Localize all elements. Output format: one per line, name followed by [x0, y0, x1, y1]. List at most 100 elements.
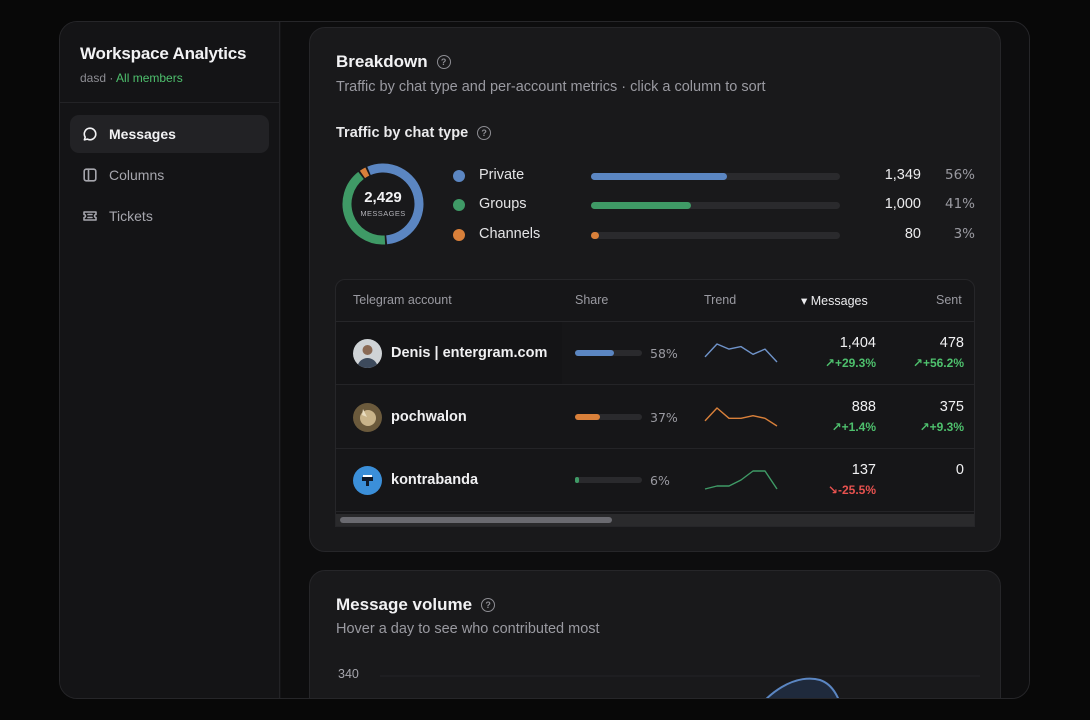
table-row[interactable]: Denis | entergram.com 58% 1,404 ↗+29.3% … [336, 322, 974, 385]
account-cell: Denis | entergram.com [336, 322, 562, 384]
accounts-table: Telegram account Share Trend ▾ Messages … [335, 279, 975, 527]
account-name: Denis | entergram.com [391, 345, 548, 361]
sent-delta-value: +56.2% [922, 356, 964, 370]
messages-delta: ↘-25.5% [786, 483, 876, 497]
brand-block: Workspace Analytics dasd · All members [60, 22, 279, 103]
trend-sparkline [704, 470, 778, 490]
volume-title-text: Message volume [336, 595, 473, 614]
share-bar-track [575, 477, 642, 483]
volume-line [766, 677, 840, 698]
sent-delta: ↗+9.3% [884, 420, 964, 434]
breakdown-title-text: Breakdown [336, 52, 428, 71]
share-bar-fill [575, 413, 600, 420]
column-header-share[interactable]: Share [575, 293, 609, 307]
share-percent: 37% [650, 409, 678, 425]
messages-delta: ↗+1.4% [786, 420, 876, 434]
help-icon[interactable]: ? [481, 598, 496, 612]
main-content[interactable]: Breakdown ? Traffic by chat type and per… [281, 22, 1029, 698]
app-title: Workspace Analytics [80, 44, 247, 63]
sidebar-item-label: Tickets [109, 208, 153, 224]
chat-type-donut [342, 163, 424, 245]
legend-row-groups[interactable]: Groups 1,000 41% [453, 194, 975, 216]
volume-title: Message volume ? [336, 595, 496, 615]
avatar [353, 466, 382, 495]
table-row[interactable]: kontrabanda 6% 137 ↘-25.5% 0 [336, 449, 974, 512]
columns-icon [83, 168, 97, 182]
sparkline-path [704, 343, 778, 363]
messages-delta-value: +1.4% [841, 419, 876, 434]
message-volume-card: Message volume ? Hover a day to see who … [309, 570, 1001, 698]
donut-slice-groups[interactable] [342, 171, 386, 245]
account-name: pochwalon [391, 408, 467, 425]
workspace-name: dasd [80, 71, 107, 85]
sidebar-item-columns[interactable]: Columns [70, 156, 269, 194]
legend-name: Private [479, 167, 525, 183]
legend-bar-track [591, 232, 840, 239]
trend-down-icon: ↘ [827, 483, 838, 497]
table-row[interactable]: pochwalon 37% 888 ↗+1.4% 375 ↗+9.3% [336, 386, 974, 449]
trend-up-icon: ↗ [824, 356, 835, 370]
help-icon[interactable]: ? [436, 55, 451, 69]
share-percent: 6% [650, 473, 670, 488]
help-icon[interactable]: ? [477, 126, 492, 140]
volume-subtitle: Hover a day to see who contributed most [336, 621, 600, 637]
legend-name: Groups [479, 196, 527, 212]
breakdown-title: Breakdown ? [336, 52, 451, 72]
avatar [353, 339, 382, 368]
trend-up-icon: ↗ [919, 419, 930, 434]
legend-count: 1,349 [884, 167, 921, 183]
analytics-window: Workspace Analytics dasd · All members M… [59, 21, 1030, 699]
messages-delta-value: -25.5% [837, 483, 876, 497]
sidebar-item-label: Columns [109, 167, 165, 183]
horizontal-scrollbar[interactable] [336, 514, 974, 526]
legend-dot [453, 170, 465, 182]
legend-bar-track [591, 173, 840, 180]
account-name: kontrabanda [391, 472, 479, 488]
sidebar-item-messages[interactable]: Messages [70, 115, 269, 153]
messages-count: 1,404 [839, 335, 876, 351]
sparkline-path [704, 406, 778, 427]
trend-sparkline [704, 343, 778, 363]
column-header-trend[interactable]: Trend [704, 293, 737, 307]
scope-link[interactable]: All members [116, 71, 183, 85]
trend-up-icon: ↗ [831, 419, 842, 434]
share-bar-track [575, 413, 642, 420]
legend-name: Channels [479, 226, 541, 242]
donut-slice-channels[interactable] [359, 167, 370, 179]
legend-dot [453, 199, 465, 211]
sparkline-path [704, 470, 778, 490]
workspace-scope: dasd · All members [80, 71, 259, 85]
y-axis-tick: 340 [338, 667, 359, 681]
breakdown-subtitle: Traffic by chat type and per-account met… [336, 79, 766, 95]
scrollbar-thumb[interactable] [340, 517, 612, 523]
traffic-title-text: Traffic by chat type [336, 125, 469, 141]
legend-row-channels[interactable]: Channels 80 3% [453, 224, 975, 246]
sidebar-nav: Messages Columns Tickets [60, 103, 279, 250]
scope-separator: · [106, 71, 117, 85]
chat-bubble-icon [83, 127, 97, 141]
sent-count: 0 [955, 462, 964, 478]
legend-dot [453, 229, 465, 241]
sent-delta-value: +9.3% [929, 419, 964, 434]
messages-delta: ↗+29.3% [786, 356, 876, 370]
breakdown-card: Breakdown ? Traffic by chat type and per… [309, 27, 1001, 552]
legend-row-private[interactable]: Private 1,349 56% [453, 165, 975, 187]
column-header-messages[interactable]: ▾ Messages [801, 294, 868, 308]
sidebar-item-tickets[interactable]: Tickets [70, 197, 269, 235]
share-percent: 58% [650, 346, 678, 361]
account-cell: kontrabanda [336, 449, 562, 511]
share-bar-track [575, 350, 642, 356]
trend-up-icon: ↗ [912, 356, 923, 370]
legend-bar-track [591, 202, 840, 209]
volume-chart[interactable] [380, 666, 980, 698]
legend-percent: 56% [944, 167, 975, 183]
avatar [353, 402, 382, 432]
messages-delta-value: +29.3% [834, 356, 876, 370]
donut-total: 2,429 [364, 189, 402, 206]
sidebar: Workspace Analytics dasd · All members M… [60, 22, 280, 698]
column-header-account[interactable]: Telegram account [353, 293, 452, 307]
legend-bar-fill [591, 173, 727, 180]
trend-sparkline [704, 406, 778, 427]
column-header-sent[interactable]: Sent [936, 293, 962, 307]
donut-slice-private[interactable] [367, 163, 424, 245]
